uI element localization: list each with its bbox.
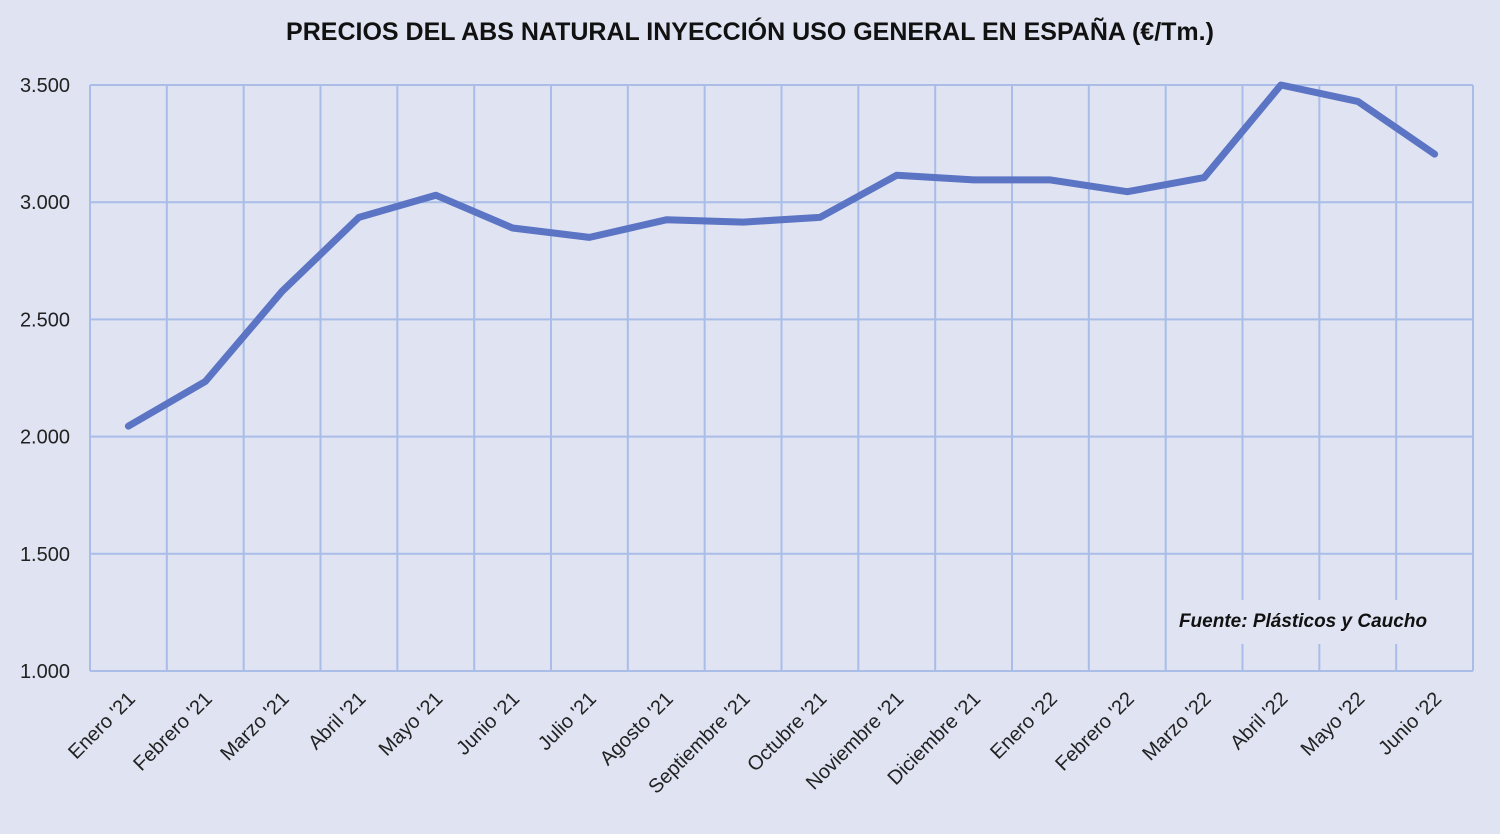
y-axis-ticks: 1.000 1.500 2.000 2.500 3.000 3.500 — [20, 75, 70, 683]
y-tick-label: 1.000 — [20, 661, 70, 683]
grid-lines — [89, 84, 1474, 672]
x-tick-label: Agosto '21 — [596, 688, 678, 770]
x-tick-label: Enero '21 — [64, 688, 140, 764]
x-tick-label: Junio '21 — [452, 688, 524, 760]
y-tick-label: 1.500 — [20, 544, 70, 566]
y-tick-label: 2.000 — [20, 427, 70, 449]
x-tick-label: Abril '22 — [1226, 688, 1292, 754]
y-tick-label: 3.500 — [20, 75, 70, 97]
x-tick-label: Mayo '21 — [375, 688, 448, 761]
x-tick-label: Mayo '22 — [1297, 688, 1370, 761]
x-tick-label: Enero '22 — [986, 688, 1062, 764]
x-tick-label: Abril '21 — [304, 688, 370, 754]
y-tick-label: 3.000 — [20, 192, 70, 214]
x-tick-label: Febrero '21 — [129, 688, 216, 775]
series-lines — [124, 81, 1439, 430]
x-tick-label: Junio '22 — [1374, 688, 1446, 760]
chart-title: PRECIOS DEL ABS NATURAL INYECCIÓN USO GE… — [286, 18, 1214, 46]
x-tick-label: Febrero '22 — [1051, 688, 1138, 775]
y-tick-label: 2.500 — [20, 309, 70, 331]
x-tick-label: Julio '21 — [534, 688, 601, 755]
series-line — [124, 81, 1439, 430]
source-annotation: Fuente: Plásticos y Caucho — [1168, 600, 1438, 644]
x-tick-label: Marzo '22 — [1138, 688, 1215, 765]
x-tick-label: Marzo '21 — [216, 688, 293, 765]
